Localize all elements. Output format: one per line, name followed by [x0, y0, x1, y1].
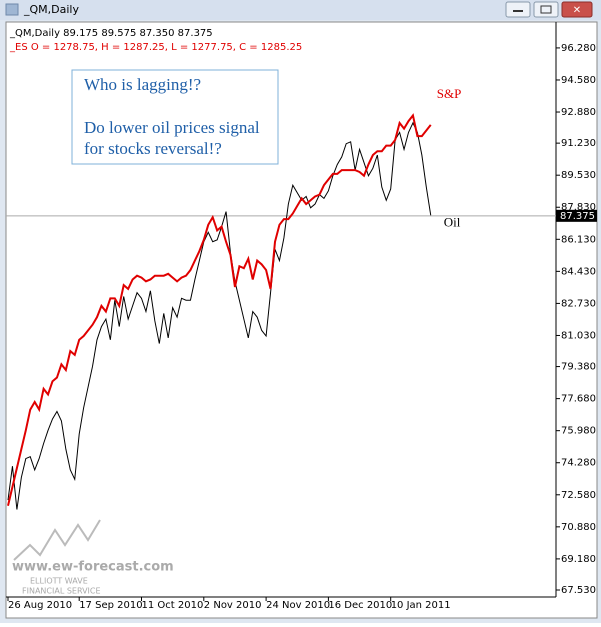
y-tick-label: 79.380 — [561, 362, 596, 373]
series-label: S&P — [437, 86, 462, 101]
x-tick-label: 11 Oct 2010 — [142, 600, 204, 611]
title-bar — [0, 0, 601, 20]
y-tick-label: 69.180 — [561, 554, 596, 565]
y-tick-label: 77.680 — [561, 394, 596, 405]
annotation-line: Who is lagging!? — [84, 75, 201, 94]
annotation-box — [71, 69, 279, 165]
y-tick-label: 84.430 — [561, 266, 596, 277]
x-tick-label: 2 Nov 2010 — [204, 600, 262, 611]
series-line — [7, 113, 432, 506]
x-tick-label: 16 Dec 2010 — [328, 600, 392, 611]
current-price-box — [556, 209, 597, 222]
x-tick-label: 26 Aug 2010 — [8, 600, 72, 611]
y-tick-label: 70.880 — [561, 522, 596, 533]
annotation-line: Do lower oil prices signal — [84, 118, 260, 137]
chart-subheader: _ES O = 1278.75, H = 1287.25, L = 1277.7… — [9, 42, 302, 53]
y-tick-label: 86.130 — [561, 234, 596, 245]
maximize-icon — [540, 5, 552, 14]
x-tick-label: 17 Sep 2010 — [79, 600, 142, 611]
y-tick-label: 87.830 — [561, 202, 596, 213]
y-tick-label: 82.730 — [561, 298, 596, 309]
series-line — [7, 121, 432, 510]
watermark-text: www.ew-forecast.com — [12, 560, 174, 575]
y-tick-label: 74.280 — [561, 458, 596, 469]
y-tick-label: 96.280 — [561, 43, 596, 54]
close-button[interactable] — [561, 1, 593, 18]
watermark-text: ELLIOTT WAVE — [30, 577, 88, 586]
annotation-line: for stocks reversal!? — [84, 139, 222, 158]
y-tick-label: 92.880 — [561, 107, 596, 118]
series-label: Oil — [444, 214, 461, 229]
window-title: _QM,Daily — [23, 3, 79, 16]
window-icon — [5, 3, 19, 16]
x-tick-label: 24 Nov 2010 — [266, 600, 330, 611]
minimize-button[interactable] — [505, 1, 531, 18]
watermark-text: FINANCIAL SERVICE — [22, 587, 101, 596]
x-tick-label: 10 Jan 2011 — [391, 600, 451, 611]
y-tick-label: 67.530 — [561, 585, 596, 596]
y-tick-label: 75.980 — [561, 426, 596, 437]
y-tick-label: 91.230 — [561, 138, 596, 149]
chart-header: _QM,Daily 89.175 89.575 87.350 87.375 — [9, 28, 213, 39]
watermark-logo — [13, 519, 101, 561]
y-tick-label: 72.580 — [561, 490, 596, 501]
y-tick-label: 81.030 — [561, 330, 596, 341]
maximize-button[interactable] — [533, 1, 559, 18]
y-tick-label: 94.580 — [561, 75, 596, 86]
close-icon: ✕ — [573, 5, 581, 16]
y-tick-label: 89.530 — [561, 170, 596, 181]
current-price-label: 87.375 — [560, 211, 595, 222]
